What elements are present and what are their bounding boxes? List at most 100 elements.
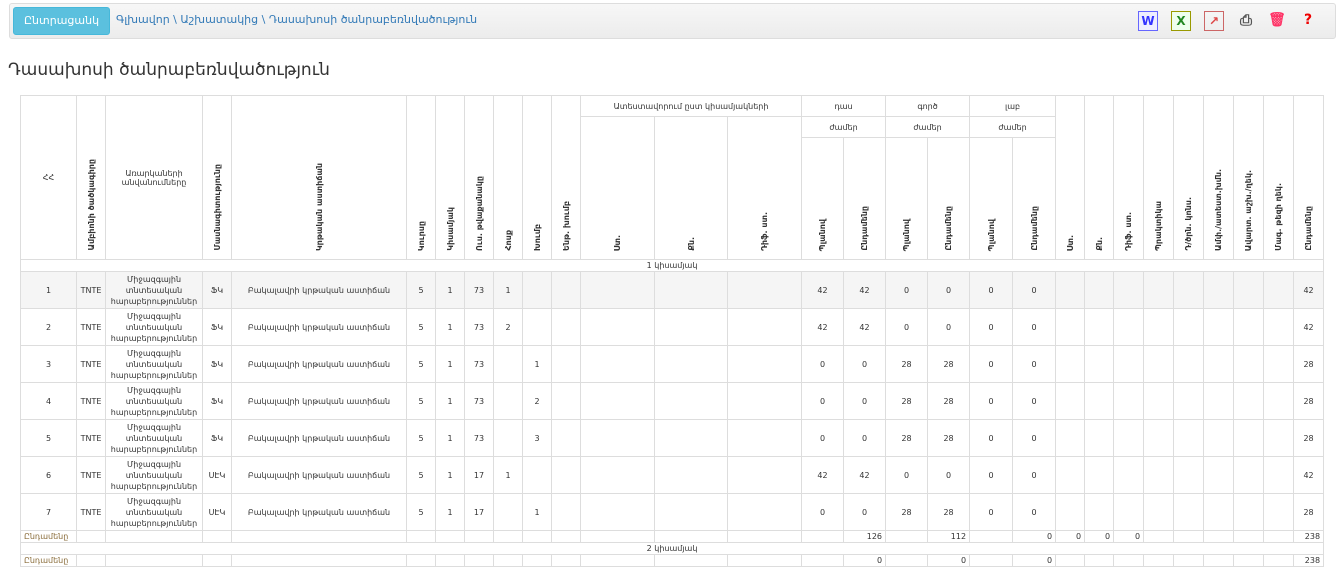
col-dept-code: Ամբիոնի ծածկագիրը	[76, 95, 106, 260]
totals-label: Ընդամենը	[20, 554, 77, 567]
totals-empty	[1203, 554, 1235, 567]
totals-empty	[1143, 530, 1175, 543]
cell-subject: Միջազգային տնտեսական հարաբերություններ	[105, 345, 203, 383]
cell-subgroup	[551, 419, 581, 457]
totals-empty	[435, 554, 465, 567]
cell-pp: 28	[885, 493, 929, 531]
cell-course: 5	[406, 419, 436, 457]
totals-qn: 0	[1084, 530, 1115, 543]
cell-att-st	[580, 456, 655, 494]
cell-bt: 0	[1012, 493, 1057, 531]
cell-code: TNTE	[76, 382, 106, 420]
menu-button[interactable]: Ընտրացանկ	[13, 7, 111, 35]
cell-right-5	[1203, 345, 1235, 383]
cell-total: 42	[1293, 456, 1325, 494]
cell-pt: 0	[927, 271, 971, 309]
breadcrumb[interactable]: Գլխավոր \ Աշխատակից \ Դասախոսի ծանրաբեռն…	[116, 13, 478, 26]
cell-group: 3	[522, 419, 552, 457]
cell-code: TNTE	[76, 419, 106, 457]
cell-spec: ՍԷԿ	[202, 493, 232, 531]
totals-empty	[76, 530, 106, 543]
cell-right-0	[1055, 382, 1086, 420]
cell-right-5	[1203, 493, 1235, 531]
totals-empty	[1143, 554, 1175, 567]
col-practical-hours: ժամեր	[885, 116, 971, 138]
cell-group	[522, 456, 552, 494]
cell-bp: 0	[969, 419, 1014, 457]
totals-empty	[76, 554, 106, 567]
semester-row: 1 կիսամյակ	[19, 259, 1325, 272]
cell-pt: 28	[927, 345, 971, 383]
col-lecture: դաս	[801, 95, 887, 117]
cell-right-3	[1143, 493, 1175, 531]
totals-lecture: 126	[843, 530, 887, 543]
cell-sem: 1	[435, 493, 465, 531]
cell-pp: 28	[885, 382, 929, 420]
cell-spec: ՖԿ	[202, 308, 232, 346]
cell-right-1	[1084, 345, 1115, 383]
col-subjects: Առարկաների անվանումները	[105, 95, 203, 260]
cell-right-3	[1143, 456, 1175, 494]
cell-right-4	[1173, 419, 1205, 457]
cell-pp: 28	[885, 419, 929, 457]
cell-right-6	[1233, 271, 1265, 309]
cell-sem: 1	[435, 271, 465, 309]
cell-course: 5	[406, 456, 436, 494]
cell-att-st	[580, 419, 655, 457]
cell-right-7	[1263, 419, 1295, 457]
col-lab-total: Ընդամենը	[1012, 137, 1057, 260]
cell-spec: ՖԿ	[202, 271, 232, 309]
workload-table: ՀՀ Ամբիոնի ծածկագիրը Առարկաների անվանում…	[19, 95, 1325, 567]
cell-right-2	[1113, 382, 1145, 420]
cell-subject: Միջազգային տնտեսական հարաբերություններ	[105, 308, 203, 346]
totals-empty	[202, 530, 232, 543]
col-right-2: Դիֆ. ստ.	[1113, 95, 1145, 260]
totals-lecture: 0	[843, 554, 887, 567]
cell-stream	[493, 382, 523, 420]
cell-stream: 1	[493, 271, 523, 309]
col-specialty: Մասնագիտությունը	[202, 95, 232, 260]
cell-level: Բակալավրի կրթական աստիճան	[231, 456, 407, 494]
cell-att-st	[580, 493, 655, 531]
word-export-icon[interactable]: W	[1138, 11, 1158, 31]
cell-lp: 0	[801, 493, 845, 531]
col-lab-plan: Պլանով	[969, 137, 1014, 260]
help-icon[interactable]: ?	[1303, 12, 1313, 28]
totals-empty	[1173, 530, 1205, 543]
delete-icon[interactable]: 🗑︎	[1268, 12, 1286, 28]
col-practical-plan: Պլանով	[885, 137, 929, 260]
totals-empty	[202, 554, 232, 567]
cell-att-qn	[654, 456, 728, 494]
cell-spec: ՖԿ	[202, 382, 232, 420]
cell-group: 2	[522, 382, 552, 420]
col-subgroup: Ենթ. խումբ	[551, 95, 581, 260]
col-group: Խումբ	[522, 95, 552, 260]
cell-course: 5	[406, 271, 436, 309]
cell-total: 28	[1293, 382, 1325, 420]
cell-att-dif	[726, 419, 803, 457]
cell-sem: 1	[435, 456, 465, 494]
cell-students: 73	[464, 419, 494, 457]
col-practical: գործ	[885, 95, 971, 117]
col-right-1: Քն.	[1084, 95, 1115, 260]
cell-group	[522, 271, 552, 309]
col-att-qn: Քն.	[654, 116, 728, 260]
cell-lp: 42	[801, 271, 845, 309]
pdf-export-icon[interactable]: ↗	[1204, 11, 1224, 31]
cell-right-0	[1055, 308, 1086, 346]
print-icon[interactable]: ⎙	[1239, 11, 1252, 29]
totals-empty	[726, 554, 803, 567]
col-num: ՀՀ	[20, 95, 77, 260]
cell-level: Բակալավրի կրթական աստիճան	[231, 419, 407, 457]
cell-right-0	[1055, 456, 1086, 494]
cell-pp: 0	[885, 308, 929, 346]
cell-subgroup	[551, 345, 581, 383]
cell-right-7	[1263, 308, 1295, 346]
excel-export-icon[interactable]: X	[1171, 11, 1191, 31]
cell-bt: 0	[1012, 308, 1057, 346]
cell-right-0	[1055, 419, 1086, 457]
cell-right-4	[1173, 382, 1205, 420]
cell-sem: 1	[435, 345, 465, 383]
cell-students: 73	[464, 382, 494, 420]
totals-label: Ընդամենը	[20, 530, 77, 543]
